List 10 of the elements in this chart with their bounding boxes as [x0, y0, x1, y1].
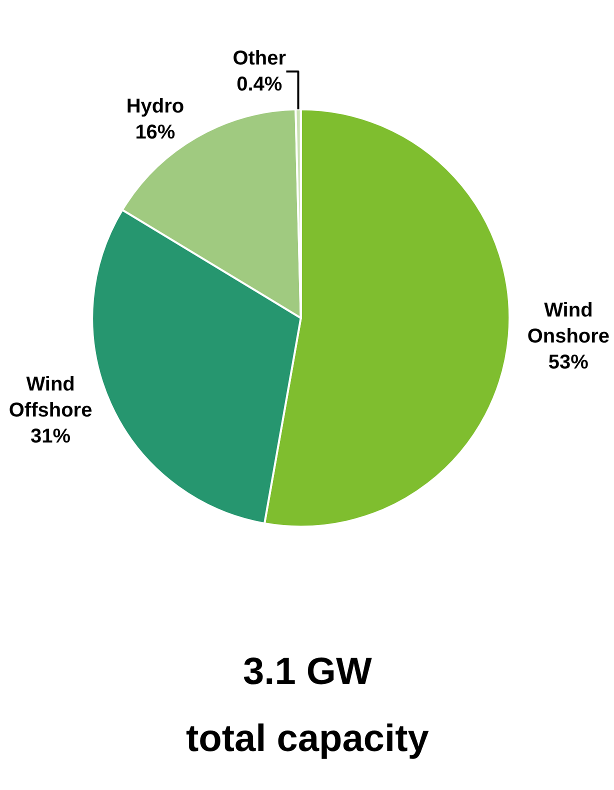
- data-label: 31%: [30, 425, 71, 448]
- slice-label: Wind Offshore: [8, 373, 92, 422]
- slice-label: Other: [232, 47, 286, 70]
- data-label: 0.4%: [236, 73, 282, 96]
- data-label: 16%: [135, 121, 176, 144]
- slice-label: Wind Onshore: [527, 300, 610, 348]
- data-label: 53%: [548, 352, 589, 374]
- slice-label: Hydro: [126, 95, 184, 118]
- text: total capacity: [186, 718, 429, 760]
- text: 3.1 GW: [243, 651, 372, 693]
